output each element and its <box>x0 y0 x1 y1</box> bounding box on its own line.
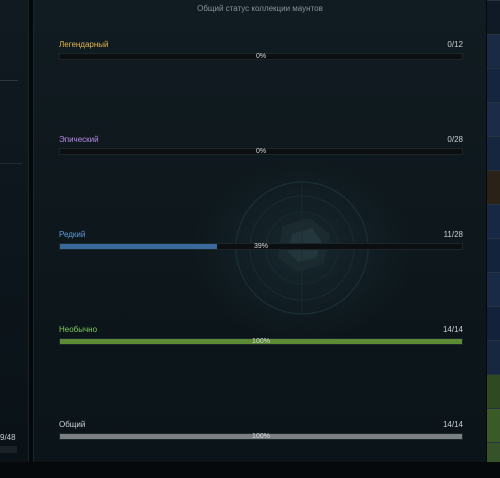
mount-tile[interactable] <box>487 204 500 238</box>
row-label: Редкий <box>59 230 86 239</box>
progress-bar: 39% <box>59 243 463 250</box>
mount-list-strip <box>487 0 500 478</box>
progress-bar: 100% <box>59 338 463 345</box>
mount-tile[interactable] <box>487 238 500 272</box>
left-panel-progress-bar <box>0 446 17 453</box>
progress-fill <box>60 434 462 439</box>
mount-tile[interactable] <box>487 408 500 442</box>
row-label: Эпический <box>59 135 99 144</box>
collection-status-panel: Общий статус коллекции маунтов Легендарн… <box>33 0 486 462</box>
mount-tile[interactable] <box>487 136 500 170</box>
row-label: Легендарный <box>59 40 109 49</box>
progress-percent: 0% <box>255 148 267 155</box>
row-count: 11/28 <box>443 230 463 239</box>
progress-fill <box>60 339 462 344</box>
progress-bar: 0% <box>59 53 463 60</box>
mount-tile[interactable] <box>487 0 500 34</box>
row-label: Необычно <box>59 325 98 334</box>
progress-percent: 100% <box>252 433 270 440</box>
divider <box>0 163 22 164</box>
mount-tile[interactable] <box>487 340 500 374</box>
progress-percent: 0% <box>255 53 267 60</box>
mount-tile[interactable] <box>487 170 500 204</box>
bottom-bar <box>0 462 500 478</box>
left-panel: 9/48 <box>0 0 29 462</box>
panel-title: Общий статус коллекции маунтов <box>197 4 323 13</box>
mount-tile[interactable] <box>487 102 500 136</box>
progress-percent: 100% <box>252 338 270 345</box>
mount-tile[interactable] <box>487 374 500 408</box>
mount-tile[interactable] <box>487 68 500 102</box>
mount-tile[interactable] <box>487 272 500 306</box>
progress-bar: 100% <box>59 433 463 440</box>
divider <box>0 80 18 81</box>
progress-bar: 0% <box>59 148 463 155</box>
left-panel-count: 9/48 <box>0 433 16 442</box>
progress-percent: 39% <box>253 243 268 250</box>
row-count: 0/28 <box>447 135 463 144</box>
mount-tile[interactable] <box>487 34 500 68</box>
row-count: 0/12 <box>447 40 463 49</box>
mount-tile[interactable] <box>487 306 500 340</box>
row-count: 14/14 <box>442 420 463 429</box>
row-label: Общий <box>59 420 86 429</box>
progress-fill <box>60 244 217 249</box>
row-count: 14/14 <box>442 325 463 334</box>
